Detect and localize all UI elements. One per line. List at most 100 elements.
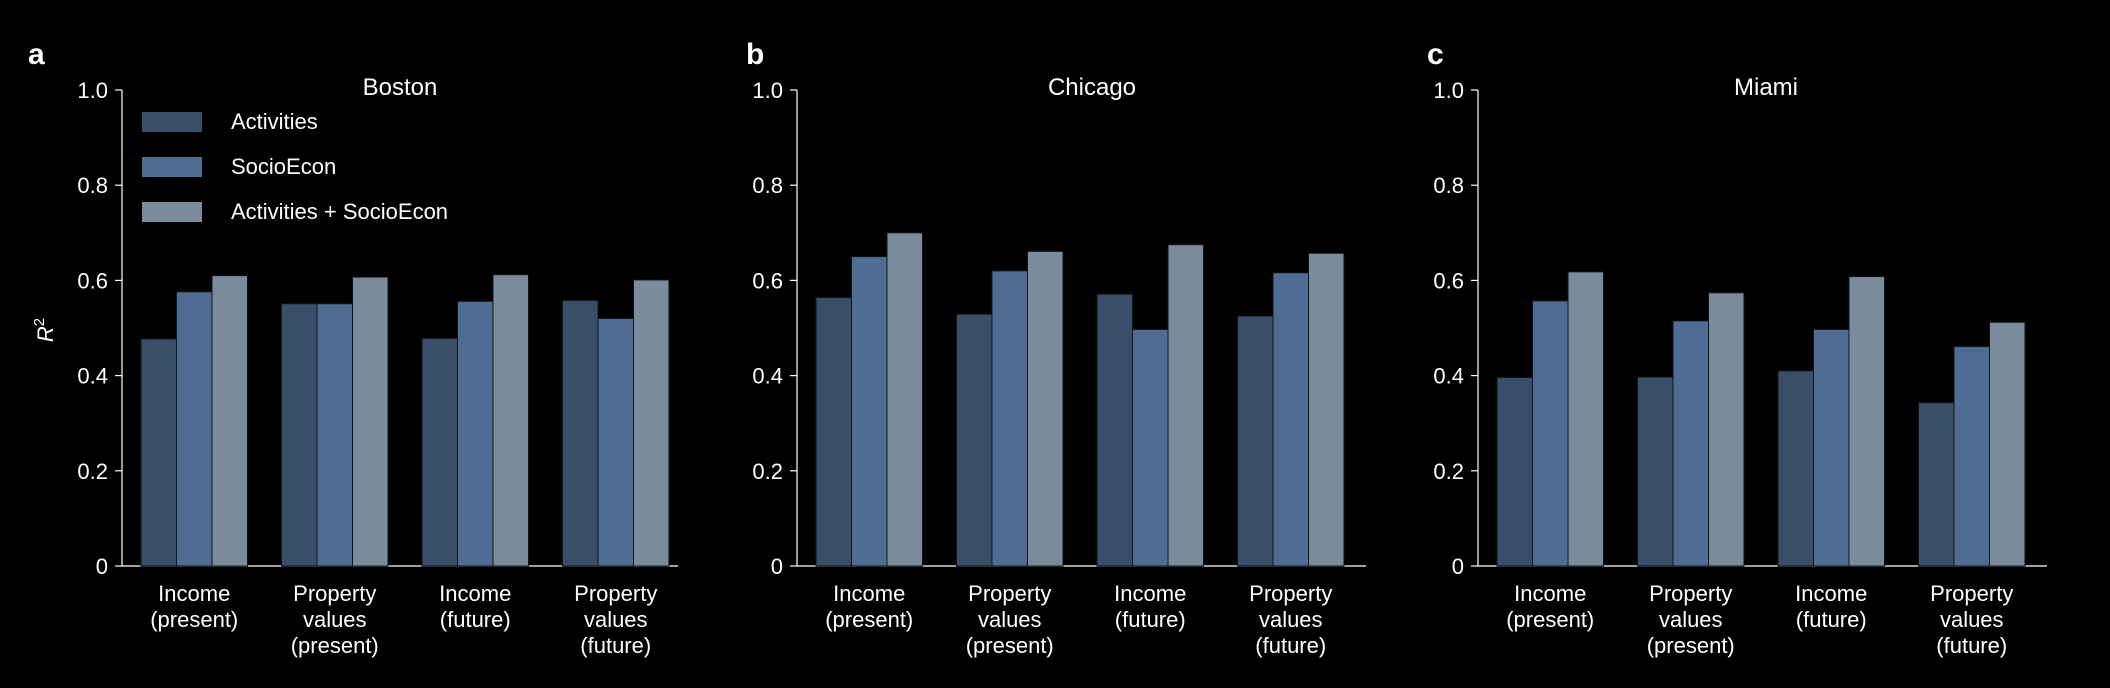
chart-title: Boston [363,74,438,101]
y-tick-label: 0.6 [77,268,108,293]
x-tick-label: Property [1930,581,2013,606]
y-tick-label: 0.4 [1433,364,1464,389]
panel-label: b [746,38,764,71]
x-tick-label: (present) [1647,633,1735,658]
bar [1096,293,1133,567]
y-tick-label: 1.0 [752,78,783,103]
x-tick-label: (present) [966,633,1054,658]
y-tick-label: 1.0 [1433,78,1464,103]
x-tick-label: (future) [1936,633,2007,658]
bar [1708,292,1745,567]
bar [1272,272,1309,567]
bar [1953,346,1990,567]
bar [597,317,634,567]
x-tick-label: values [303,607,367,632]
bar [1167,244,1204,567]
bar [886,232,923,567]
bar [176,291,213,567]
panel-label: c [1427,38,1444,71]
x-tick-label: (future) [1255,633,1326,658]
y-tick-label: 0.2 [1433,459,1464,484]
y-tick-label: 0.2 [752,459,783,484]
y-tick-label: 0.6 [752,268,783,293]
x-tick-label: (future) [440,607,511,632]
x-tick-label: (present) [1506,607,1594,632]
y-tick-label: 0 [96,554,108,579]
legend-entry: Activities + SocioEcon [231,199,448,224]
bar [140,338,177,567]
y-axis-label-superscript: 2 [31,318,48,326]
bar [281,303,318,567]
y-tick-label: 1.0 [77,78,108,103]
bar [211,275,248,567]
bar [1918,402,1955,567]
y-tick-label: 0.6 [1433,268,1464,293]
y-tick-label: 0.8 [1433,173,1464,198]
legend-swatch [142,112,202,132]
y-tick-label: 0.2 [77,459,108,484]
x-tick-label: values [978,607,1042,632]
bar [1989,321,2026,567]
bar [316,303,353,567]
x-tick-label: (present) [291,633,379,658]
bar [633,279,670,567]
x-tick-label: Property [1249,581,1332,606]
bar [956,313,993,567]
y-tick-label: 0.8 [752,173,783,198]
x-tick-label: (present) [150,607,238,632]
bar [1496,377,1533,567]
bar [1637,376,1674,567]
legend-swatch [142,157,202,177]
y-tick-label: 0.8 [77,173,108,198]
x-tick-label: Income [1795,581,1867,606]
x-tick-label: Income [1514,581,1586,606]
y-tick-label: 0 [1452,554,1464,579]
bar [1813,328,1850,567]
x-tick-label: Income [158,581,230,606]
bar [991,270,1028,567]
legend-entry: SocioEcon [231,154,336,179]
bar [352,276,389,567]
bar [1027,250,1064,567]
chart-panel-a: aBoston00.20.40.60.81.0R2Income(present)… [28,38,678,658]
x-tick-label: (future) [580,633,651,658]
legend-entry: Activities [231,109,318,134]
x-tick-label: values [1259,607,1323,632]
x-tick-label: Property [574,581,657,606]
x-tick-label: values [1940,607,2004,632]
y-axis-label: R2 [31,318,58,342]
bar [1567,271,1604,567]
bar [851,256,888,567]
bar [492,274,529,567]
bar [1308,252,1345,567]
bar [1237,315,1274,567]
chart-panel-b: bChicago00.20.40.60.81.0Income(present)P… [746,38,1366,658]
x-tick-label: Income [833,581,905,606]
y-tick-label: 0.4 [77,364,108,389]
bar [457,300,494,567]
x-tick-label: (future) [1796,607,1867,632]
bar [1532,300,1569,567]
x-tick-label: Income [1114,581,1186,606]
y-tick-label: 0 [771,554,783,579]
chart-panels: aBoston00.20.40.60.81.0R2Income(present)… [28,38,2047,658]
chart-panel-c: cMiami00.20.40.60.81.0Income(present)Pro… [1427,38,2047,658]
panel-label: a [28,38,45,71]
bar [1777,370,1814,567]
chart-title: Miami [1734,74,1798,101]
x-tick-label: Property [968,581,1051,606]
x-tick-label: Property [293,581,376,606]
bar [421,337,458,567]
x-tick-label: Income [439,581,511,606]
bar [815,297,852,567]
bar [562,299,599,567]
x-tick-label: values [584,607,648,632]
x-tick-label: values [1659,607,1723,632]
legend: Activities SocioEcon Activities + SocioEco… [142,109,448,224]
chart-title: Chicago [1048,74,1136,101]
bar [1672,320,1709,567]
legend-swatch [142,202,202,222]
x-tick-label: (future) [1115,607,1186,632]
y-axis-label-base: R [33,326,58,342]
